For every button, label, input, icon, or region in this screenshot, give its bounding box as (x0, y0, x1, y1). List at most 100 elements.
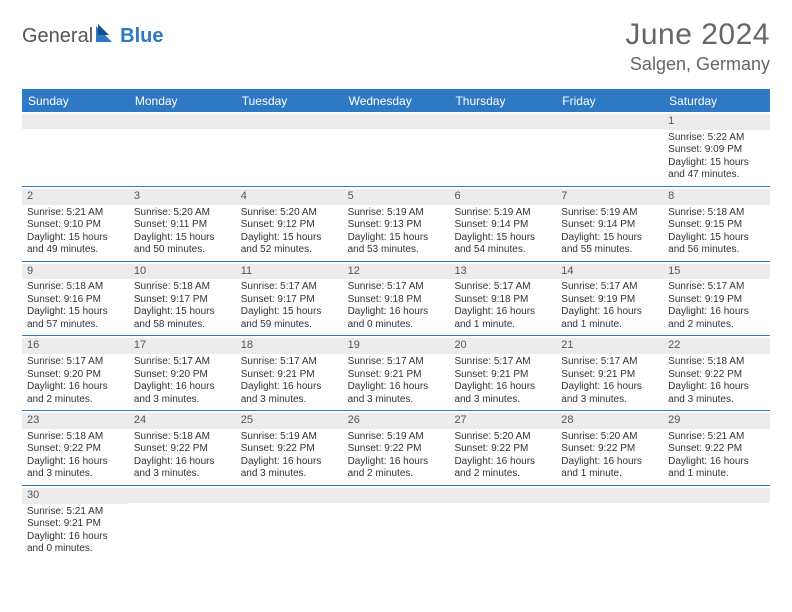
sunrise-line: Sunrise: 5:20 AM (561, 431, 658, 444)
sunset-line: Sunset: 9:22 PM (561, 443, 658, 456)
daylight-line: Daylight: 16 hours and 3 minutes. (454, 381, 551, 406)
sunrise-line: Sunrise: 5:17 AM (134, 356, 231, 369)
sunrise-line: Sunrise: 5:20 AM (134, 207, 231, 220)
day-cell: 21Sunrise: 5:17 AMSunset: 9:21 PMDayligh… (556, 336, 663, 410)
sunrise-line: Sunrise: 5:19 AM (454, 207, 551, 220)
week-row: 30Sunrise: 5:21 AMSunset: 9:21 PMDayligh… (22, 486, 770, 560)
sunset-line: Sunset: 9:11 PM (134, 219, 231, 232)
day-cell: 17Sunrise: 5:17 AMSunset: 9:20 PMDayligh… (129, 336, 236, 410)
day-number: 23 (22, 413, 129, 429)
day-number: 2 (22, 189, 129, 205)
day-cell: 9Sunrise: 5:18 AMSunset: 9:16 PMDaylight… (22, 262, 129, 336)
sunset-line: Sunset: 9:22 PM (668, 443, 765, 456)
day-cell (129, 112, 236, 186)
dow-cell: Saturday (663, 90, 770, 112)
daylight-line: Daylight: 15 hours and 54 minutes. (454, 232, 551, 257)
day-cell (22, 112, 129, 186)
day-number (556, 114, 663, 129)
sunset-line: Sunset: 9:21 PM (561, 369, 658, 382)
sunrise-line: Sunrise: 5:17 AM (561, 281, 658, 294)
logo: General Blue (22, 24, 164, 49)
sunrise-line: Sunrise: 5:17 AM (668, 281, 765, 294)
day-cell (129, 486, 236, 560)
logo-text-blue: Blue (120, 25, 163, 48)
day-number: 13 (449, 264, 556, 280)
day-number: 1 (663, 114, 770, 130)
day-number: 27 (449, 413, 556, 429)
sunset-line: Sunset: 9:22 PM (454, 443, 551, 456)
daylight-line: Daylight: 16 hours and 3 minutes. (561, 381, 658, 406)
sunset-line: Sunset: 9:13 PM (348, 219, 445, 232)
day-cell: 12Sunrise: 5:17 AMSunset: 9:18 PMDayligh… (343, 262, 450, 336)
sunset-line: Sunset: 9:20 PM (27, 369, 124, 382)
sunrise-line: Sunrise: 5:21 AM (27, 506, 124, 519)
day-cell: 14Sunrise: 5:17 AMSunset: 9:19 PMDayligh… (556, 262, 663, 336)
sunset-line: Sunset: 9:14 PM (561, 219, 658, 232)
daylight-line: Daylight: 15 hours and 53 minutes. (348, 232, 445, 257)
day-cell: 15Sunrise: 5:17 AMSunset: 9:19 PMDayligh… (663, 262, 770, 336)
day-cell: 23Sunrise: 5:18 AMSunset: 9:22 PMDayligh… (22, 411, 129, 485)
day-cell (236, 112, 343, 186)
day-cell: 18Sunrise: 5:17 AMSunset: 9:21 PMDayligh… (236, 336, 343, 410)
day-number: 21 (556, 338, 663, 354)
day-cell: 7Sunrise: 5:19 AMSunset: 9:14 PMDaylight… (556, 187, 663, 261)
sunset-line: Sunset: 9:22 PM (27, 443, 124, 456)
day-cell: 3Sunrise: 5:20 AMSunset: 9:11 PMDaylight… (129, 187, 236, 261)
sunrise-line: Sunrise: 5:18 AM (134, 281, 231, 294)
sunrise-line: Sunrise: 5:19 AM (561, 207, 658, 220)
logo-text-general: General (22, 25, 93, 48)
day-number: 28 (556, 413, 663, 429)
daylight-line: Daylight: 15 hours and 49 minutes. (27, 232, 124, 257)
day-number: 26 (343, 413, 450, 429)
day-cell (556, 486, 663, 560)
day-cell: 22Sunrise: 5:18 AMSunset: 9:22 PMDayligh… (663, 336, 770, 410)
day-cell: 27Sunrise: 5:20 AMSunset: 9:22 PMDayligh… (449, 411, 556, 485)
day-number: 4 (236, 189, 343, 205)
day-cell (236, 486, 343, 560)
day-cell: 16Sunrise: 5:17 AMSunset: 9:20 PMDayligh… (22, 336, 129, 410)
day-number (449, 488, 556, 503)
sunset-line: Sunset: 9:22 PM (348, 443, 445, 456)
sunrise-line: Sunrise: 5:17 AM (454, 281, 551, 294)
day-number: 22 (663, 338, 770, 354)
dow-cell: Tuesday (236, 90, 343, 112)
day-cell: 25Sunrise: 5:19 AMSunset: 9:22 PMDayligh… (236, 411, 343, 485)
sunset-line: Sunset: 9:15 PM (668, 219, 765, 232)
week-row: 9Sunrise: 5:18 AMSunset: 9:16 PMDaylight… (22, 262, 770, 337)
dow-cell: Sunday (22, 90, 129, 112)
sunset-line: Sunset: 9:21 PM (348, 369, 445, 382)
day-cell: 29Sunrise: 5:21 AMSunset: 9:22 PMDayligh… (663, 411, 770, 485)
sunset-line: Sunset: 9:19 PM (561, 294, 658, 307)
sunset-line: Sunset: 9:18 PM (348, 294, 445, 307)
daylight-line: Daylight: 16 hours and 1 minute. (668, 456, 765, 481)
sunrise-line: Sunrise: 5:19 AM (348, 207, 445, 220)
day-cell (663, 486, 770, 560)
sunrise-line: Sunrise: 5:18 AM (27, 281, 124, 294)
day-number: 8 (663, 189, 770, 205)
day-number: 15 (663, 264, 770, 280)
day-cell: 11Sunrise: 5:17 AMSunset: 9:17 PMDayligh… (236, 262, 343, 336)
dow-cell: Thursday (449, 90, 556, 112)
day-cell (556, 112, 663, 186)
day-cell: 28Sunrise: 5:20 AMSunset: 9:22 PMDayligh… (556, 411, 663, 485)
day-number: 5 (343, 189, 450, 205)
sunrise-line: Sunrise: 5:17 AM (241, 356, 338, 369)
day-of-week-header: SundayMondayTuesdayWednesdayThursdayFrid… (22, 90, 770, 112)
sunset-line: Sunset: 9:21 PM (27, 518, 124, 531)
sunrise-line: Sunrise: 5:19 AM (348, 431, 445, 444)
dow-cell: Monday (129, 90, 236, 112)
sunrise-line: Sunrise: 5:17 AM (241, 281, 338, 294)
day-number: 17 (129, 338, 236, 354)
day-number (343, 488, 450, 503)
daylight-line: Daylight: 16 hours and 3 minutes. (241, 456, 338, 481)
sunset-line: Sunset: 9:20 PM (134, 369, 231, 382)
day-cell: 30Sunrise: 5:21 AMSunset: 9:21 PMDayligh… (22, 486, 129, 560)
daylight-line: Daylight: 16 hours and 1 minute. (561, 306, 658, 331)
day-number: 7 (556, 189, 663, 205)
daylight-line: Daylight: 16 hours and 2 minutes. (348, 456, 445, 481)
sunrise-line: Sunrise: 5:18 AM (27, 431, 124, 444)
sunset-line: Sunset: 9:12 PM (241, 219, 338, 232)
day-number (236, 488, 343, 503)
sunset-line: Sunset: 9:22 PM (241, 443, 338, 456)
day-cell: 13Sunrise: 5:17 AMSunset: 9:18 PMDayligh… (449, 262, 556, 336)
